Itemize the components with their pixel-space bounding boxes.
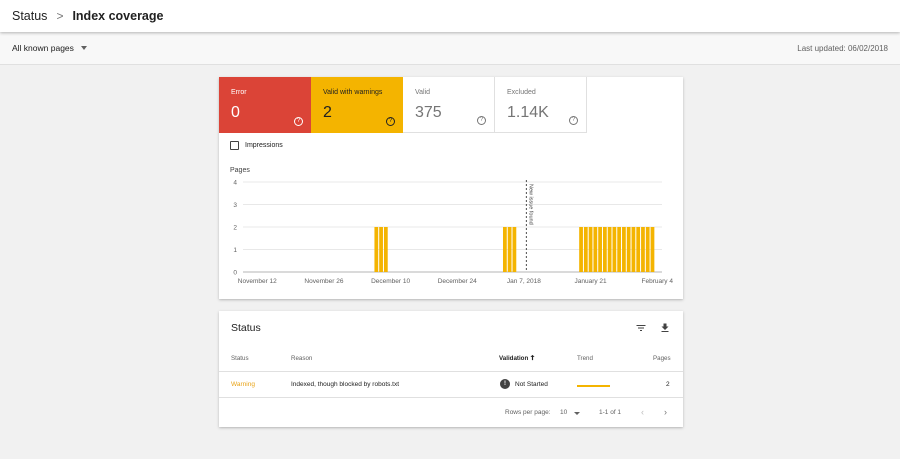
rows-per-page-select[interactable]: 10 <box>560 409 568 416</box>
page-title: Index coverage <box>72 9 164 23</box>
chart-bar <box>507 227 512 272</box>
alert-icon: ! <box>500 379 510 389</box>
row-reason[interactable]: Indexed, though blocked by robots.txt <box>291 381 400 388</box>
filter-icon[interactable] <box>635 322 647 334</box>
column-header-validation[interactable]: Validation <box>499 355 529 362</box>
x-tick-label: January 21 <box>574 278 607 285</box>
caret-down-icon[interactable] <box>574 412 580 415</box>
chart-bar <box>602 227 607 272</box>
filter-bar: All known pages Last updated: 06/02/2018 <box>0 32 900 65</box>
pages-bar-chart: 0 1 2 3 4 November 12 November 26 December 10 De… <box>233 180 674 286</box>
tile-label: Valid <box>415 89 431 96</box>
x-tick-label: Jan 7, 2018 <box>507 278 541 285</box>
chart-bar <box>631 227 636 272</box>
row-status[interactable]: Warning <box>231 381 255 388</box>
chart-bar <box>641 227 645 272</box>
tile-valid-with-warnings[interactable]: Valid with warnings 2 ? <box>311 77 403 133</box>
x-tick-label: February 4 <box>642 278 674 285</box>
tile-value: 0 <box>231 104 240 121</box>
chart-bar <box>645 227 650 272</box>
rows-per-page-label: Rows per page: <box>505 409 551 416</box>
y-tick-label: 4 <box>233 180 237 187</box>
help-icon[interactable]: ? <box>386 117 395 126</box>
chart-bar <box>583 227 588 272</box>
tile-valid[interactable]: Valid 375 ? <box>403 77 495 133</box>
impressions-checkbox[interactable] <box>230 141 239 150</box>
y-tick-label: 2 <box>233 225 237 232</box>
header-divider <box>219 371 683 372</box>
chart-bar <box>374 227 379 272</box>
help-icon[interactable]: ? <box>477 116 486 125</box>
column-header-status[interactable]: Status <box>231 355 249 362</box>
column-header-trend[interactable]: Trend <box>577 355 593 362</box>
y-tick-label: 0 <box>233 270 237 277</box>
row-pages: 2 <box>666 381 670 388</box>
tile-error[interactable]: Error 0 ? <box>219 77 311 133</box>
chart-bar <box>588 227 593 272</box>
annotation-label: New issue found <box>527 184 533 225</box>
chart-bar <box>383 227 388 272</box>
status-table-title: Status <box>231 322 261 334</box>
chart-bar <box>650 227 655 272</box>
x-tick-label: December 10 <box>371 278 410 285</box>
help-icon[interactable]: ? <box>294 117 303 126</box>
impressions-toggle[interactable]: Impressions <box>230 141 283 150</box>
breadcrumb-separator: > <box>56 9 64 23</box>
impressions-label: Impressions <box>245 142 283 149</box>
y-tick-label: 3 <box>233 202 237 209</box>
chart-bar <box>379 227 383 272</box>
x-tick-label: November 26 <box>304 278 343 285</box>
last-updated: Last updated: 06/02/2018 <box>797 43 888 53</box>
next-page-icon[interactable]: › <box>664 407 667 417</box>
tile-label: Valid with warnings <box>323 89 383 96</box>
tile-label: Error <box>231 89 247 96</box>
pages-filter-dropdown[interactable]: All known pages <box>12 43 87 53</box>
chart-bar <box>512 227 517 272</box>
x-tick-label: December 24 <box>438 278 477 285</box>
pages-filter-label: All known pages <box>12 43 74 53</box>
chart-bar <box>612 227 617 272</box>
tile-value: 1.14K <box>507 104 549 121</box>
top-bar: Status > Index coverage <box>0 0 900 32</box>
y-tick-label: 1 <box>233 247 237 254</box>
tile-label: Excluded <box>507 89 536 96</box>
chart-bar <box>636 227 641 272</box>
breadcrumb-parent[interactable]: Status <box>12 9 48 23</box>
pagination-range: 1-1 of 1 <box>599 409 622 416</box>
chart-bar <box>502 227 507 272</box>
y-axis-title: Pages <box>230 167 250 174</box>
coverage-chart-card: Error 0 ? Valid with warnings 2 ? Valid … <box>219 77 683 299</box>
tile-excluded[interactable]: Excluded 1.14K ? <box>495 77 587 133</box>
chart-bar <box>579 227 583 272</box>
chart-bar <box>617 227 622 272</box>
column-header-reason[interactable]: Reason <box>291 355 313 362</box>
prev-page-icon[interactable]: ‹ <box>641 407 644 417</box>
caret-down-icon <box>80 46 87 50</box>
summary-tiles: Error 0 ? Valid with warnings 2 ? Valid … <box>219 77 587 133</box>
column-header-pages[interactable]: Pages <box>653 355 671 362</box>
trend-sparkline <box>577 385 610 387</box>
status-table-card: Status Status Reason Validation Trend Pa… <box>219 311 683 427</box>
chart-bar <box>622 227 626 272</box>
tile-value: 2 <box>323 104 332 121</box>
tile-value: 375 <box>415 104 442 121</box>
row-validation: Not Started <box>515 381 548 388</box>
chart-bar <box>598 227 602 272</box>
chart-bar <box>626 227 631 272</box>
x-tick-label: November 12 <box>238 278 277 285</box>
download-icon[interactable] <box>659 322 671 334</box>
chart-bar <box>593 227 598 272</box>
arrow-up-icon[interactable] <box>529 354 536 361</box>
help-icon[interactable]: ? <box>569 116 578 125</box>
row-divider <box>219 397 683 398</box>
chart-bar <box>607 227 612 272</box>
